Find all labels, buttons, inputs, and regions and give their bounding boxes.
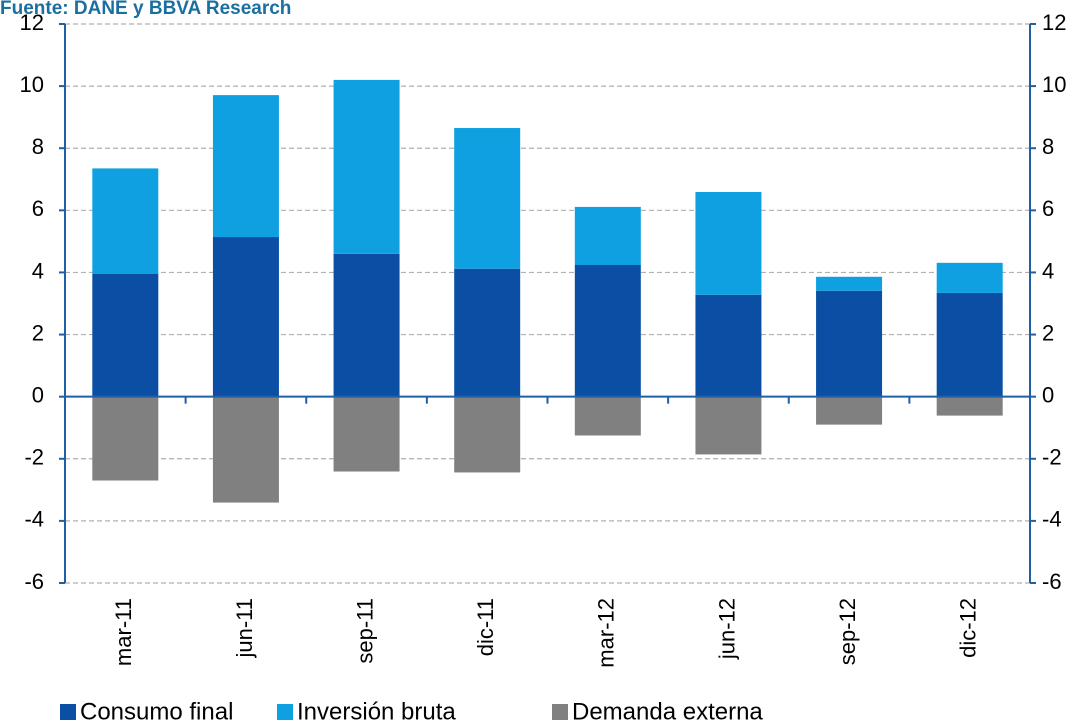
bar-segment [574, 206, 641, 265]
bar-segment [936, 396, 1003, 416]
y2-tick-label: 8 [1042, 134, 1054, 159]
x-tick-label: dic-11 [473, 598, 498, 656]
y-tick-label: -2 [24, 445, 44, 470]
x-tick-label: mar-12 [594, 598, 619, 668]
y-tick-label: -4 [24, 507, 44, 532]
y2-tick-label: -2 [1042, 445, 1062, 470]
bar-segment [816, 396, 883, 425]
legend-label: Consumo final [80, 698, 233, 725]
legend-label: Inversión bruta [297, 698, 456, 725]
y-tick-label: 10 [20, 72, 44, 97]
bar-segment [936, 262, 1003, 293]
bar-segment [212, 396, 279, 503]
bar-segment [454, 128, 521, 269]
bar-segment [695, 192, 762, 295]
x-tick-label: jun-11 [232, 598, 257, 659]
x-tick-label: sep-12 [835, 598, 860, 665]
y-tick-label: 0 [32, 382, 44, 407]
bar-segment [695, 396, 762, 455]
y2-tick-label: 12 [1042, 10, 1066, 35]
bar-segment [212, 95, 279, 238]
legend-swatch [552, 704, 568, 720]
bar-segment [816, 290, 883, 397]
bar-segment [333, 253, 400, 397]
y2-tick-label: -6 [1042, 569, 1062, 594]
x-tick-label: sep-11 [352, 598, 377, 664]
source-note: Fuente: DANE y BBVA Research [0, 0, 291, 19]
bar-segment [816, 276, 883, 291]
legend-swatch [277, 704, 293, 720]
y-tick-label: 12 [20, 10, 44, 35]
bar-segment [695, 294, 762, 397]
y-tick-label: 2 [32, 320, 44, 345]
y-tick-label: 6 [32, 196, 44, 221]
y-tick-label: 8 [32, 134, 44, 159]
y2-tick-label: 6 [1042, 196, 1054, 221]
x-tick-label: dic-12 [956, 598, 981, 658]
bar-segment [92, 273, 159, 397]
bar-segment [333, 79, 400, 254]
y2-tick-label: 0 [1042, 382, 1054, 407]
y2-tick-label: 2 [1042, 320, 1054, 345]
y2-tick-label: 10 [1042, 72, 1066, 97]
bar-segment [212, 237, 279, 397]
bar-segment [454, 268, 521, 397]
y2-tick-label: 4 [1042, 258, 1054, 283]
x-tick-label: jun-12 [714, 598, 739, 660]
bar-segment [92, 168, 159, 274]
legend-label: Demanda externa [572, 698, 763, 725]
bar-segment [454, 396, 521, 473]
y-tick-label: -6 [24, 569, 44, 594]
bar-segment [936, 292, 1003, 397]
bar-segment [574, 264, 641, 397]
legend-swatch [60, 704, 76, 720]
x-tick-label: mar-11 [111, 598, 136, 666]
y-tick-label: 4 [32, 258, 44, 283]
y2-tick-label: -4 [1042, 507, 1062, 532]
bar-segment [333, 396, 400, 472]
bar-segment [574, 396, 641, 436]
bar-segment [92, 396, 159, 481]
